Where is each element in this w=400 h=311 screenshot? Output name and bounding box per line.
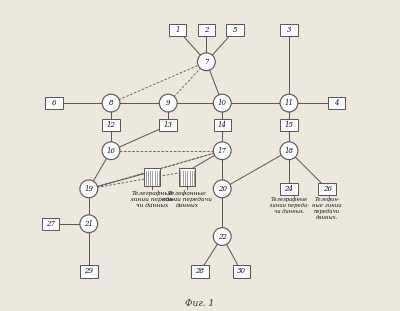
FancyBboxPatch shape (280, 183, 298, 195)
FancyBboxPatch shape (232, 266, 250, 277)
FancyBboxPatch shape (214, 119, 231, 131)
Text: 9: 9 (166, 99, 170, 107)
Text: 17: 17 (218, 147, 227, 155)
Text: 15: 15 (284, 121, 294, 129)
Text: 5: 5 (233, 26, 237, 34)
Circle shape (102, 94, 120, 112)
FancyBboxPatch shape (179, 168, 195, 186)
Text: 28: 28 (196, 267, 204, 276)
Circle shape (80, 215, 98, 233)
FancyBboxPatch shape (226, 24, 244, 36)
FancyBboxPatch shape (191, 266, 209, 277)
Text: 6: 6 (52, 99, 56, 107)
Text: 13: 13 (164, 121, 173, 129)
Text: 27: 27 (46, 220, 55, 228)
Text: 4: 4 (334, 99, 339, 107)
FancyBboxPatch shape (160, 119, 177, 131)
Text: 20: 20 (218, 185, 227, 193)
Text: Фиг. 1: Фиг. 1 (185, 299, 215, 308)
Circle shape (198, 53, 215, 71)
Text: 18: 18 (284, 147, 294, 155)
FancyBboxPatch shape (144, 168, 160, 186)
Text: 19: 19 (84, 185, 93, 193)
Circle shape (159, 94, 177, 112)
Circle shape (280, 94, 298, 112)
FancyBboxPatch shape (45, 97, 62, 109)
Text: 21: 21 (84, 220, 93, 228)
Text: 7: 7 (204, 58, 209, 66)
Text: 3: 3 (287, 26, 291, 34)
FancyBboxPatch shape (328, 97, 345, 109)
Text: 1: 1 (176, 26, 180, 34)
Circle shape (213, 180, 231, 198)
FancyBboxPatch shape (198, 24, 215, 36)
Text: 22: 22 (218, 233, 227, 240)
Circle shape (102, 142, 120, 160)
Circle shape (280, 142, 298, 160)
FancyBboxPatch shape (280, 119, 298, 131)
Text: Телеграфные
линии переда-
чи данных: Телеграфные линии переда- чи данных (130, 190, 174, 208)
Circle shape (213, 142, 231, 160)
Text: Телефонные
линии передачи
данных: Телефонные линии передачи данных (162, 190, 212, 208)
Text: 2: 2 (204, 26, 209, 34)
FancyBboxPatch shape (169, 24, 186, 36)
Circle shape (80, 180, 98, 198)
Text: 24: 24 (284, 185, 294, 193)
FancyBboxPatch shape (280, 24, 298, 36)
Text: 29: 29 (84, 267, 93, 276)
Text: 16: 16 (106, 147, 116, 155)
FancyBboxPatch shape (80, 266, 98, 277)
FancyBboxPatch shape (102, 119, 120, 131)
Text: 26: 26 (323, 185, 332, 193)
FancyBboxPatch shape (318, 183, 336, 195)
Text: Телефон-
ные линии
передачи
данных.: Телефон- ные линии передачи данных. (312, 197, 342, 220)
FancyBboxPatch shape (42, 218, 59, 230)
Text: 12: 12 (106, 121, 116, 129)
Text: 30: 30 (237, 267, 246, 276)
Text: 11: 11 (284, 99, 294, 107)
Text: 8: 8 (109, 99, 113, 107)
Text: Телеграфные
линии переда-
чи данных.: Телеграфные линии переда- чи данных. (269, 197, 309, 214)
Circle shape (213, 228, 231, 245)
Circle shape (213, 94, 231, 112)
Text: 14: 14 (218, 121, 227, 129)
Text: 10: 10 (218, 99, 227, 107)
